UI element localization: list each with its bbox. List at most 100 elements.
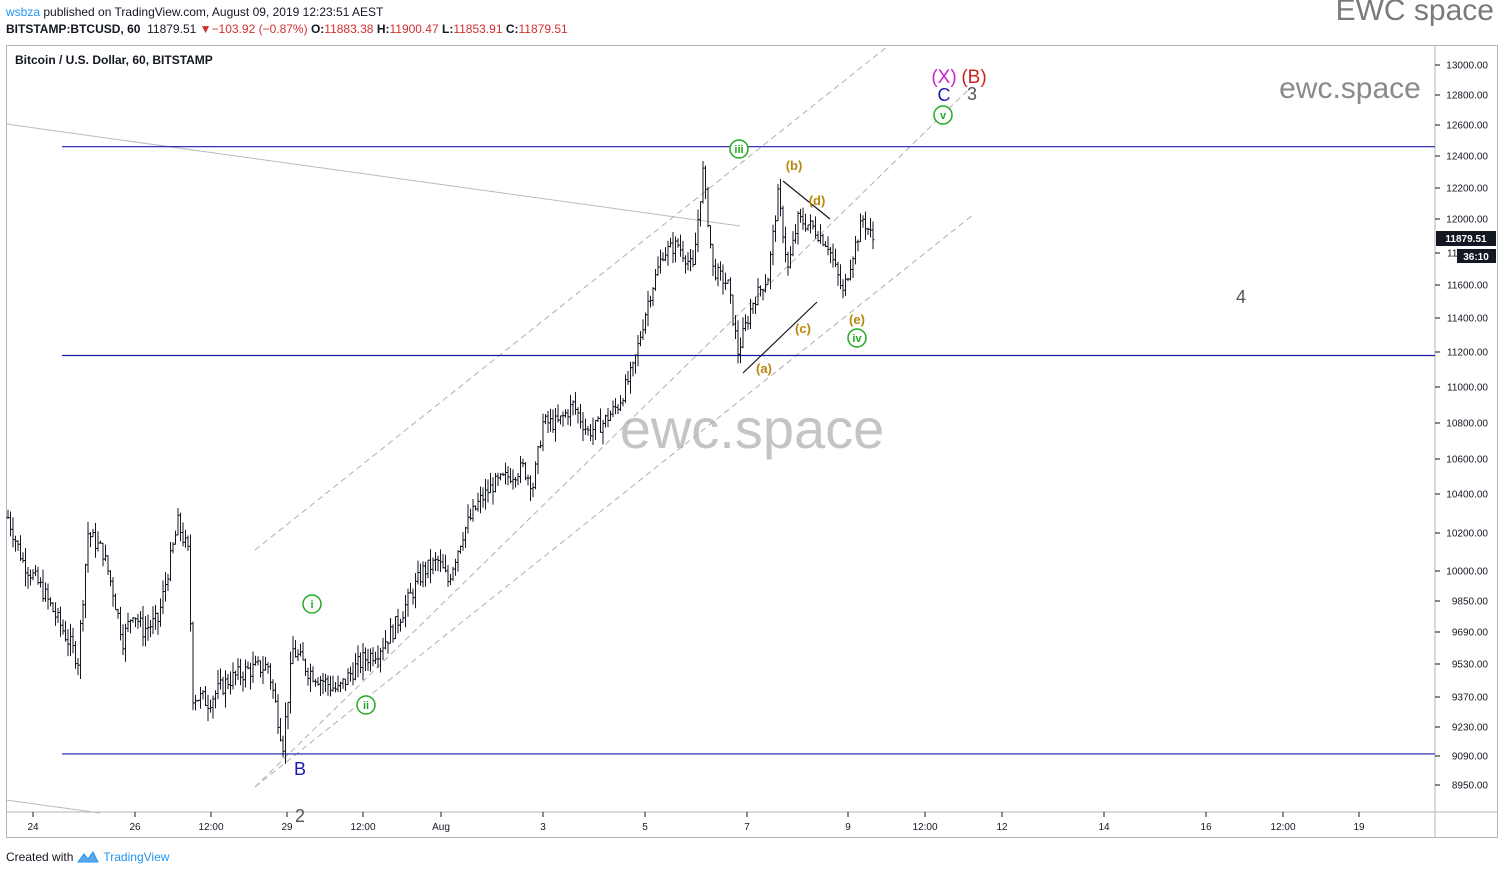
ohlc-bar — [671, 231, 675, 264]
ohlc-bar — [401, 611, 405, 623]
ohlc-bar — [289, 651, 292, 714]
ohlc-bar — [684, 255, 687, 274]
close-value: 11879.51 — [518, 22, 568, 36]
ohlc-bar — [486, 479, 490, 503]
ohlc-bar — [374, 651, 377, 665]
ohlc-bar — [756, 278, 760, 306]
ohlc-bar — [366, 648, 370, 671]
ohlc-bar — [506, 465, 510, 486]
publisher-link[interactable]: wsbza — [6, 5, 41, 19]
ohlc-bar — [139, 610, 142, 628]
ohlc-bar — [456, 550, 460, 572]
ohlc-bar — [111, 577, 115, 607]
high-label: H: — [376, 22, 390, 36]
ohlc-bar — [309, 663, 312, 693]
ohlc-bar — [354, 653, 357, 681]
price-tick-label: 12600.00 — [1446, 121, 1488, 132]
time-tick-label: 12:00 — [350, 822, 375, 833]
ohlc-bar — [554, 408, 557, 442]
ohlc-bar — [341, 678, 345, 689]
ohlc-bar — [484, 478, 487, 510]
ohlc-bar — [51, 601, 55, 613]
brand-title: EWC space — [1335, 0, 1494, 27]
ohlc-bar — [331, 675, 335, 692]
ohlc-bar — [784, 226, 787, 263]
footer: Created with TradingView — [6, 850, 169, 864]
ohlc-bar — [176, 508, 180, 536]
ohlc-bar — [544, 414, 547, 425]
price-tick-label: 9370.00 — [1452, 693, 1489, 704]
price-tick-label: 10200.00 — [1446, 529, 1488, 540]
ohlc-bar — [589, 423, 592, 441]
ohlc-bar — [736, 320, 740, 364]
ohlc-bar — [729, 277, 732, 304]
ohlc-bar — [561, 411, 565, 427]
ohlc-bar — [189, 534, 192, 632]
ohlc-bar — [584, 418, 587, 435]
svg-text:ii: ii — [363, 700, 369, 712]
ohlc-bar — [836, 261, 840, 286]
ohlc-bar — [64, 620, 67, 642]
ohlc-bar — [599, 408, 602, 433]
chart-title: Bitcoin / U.S. Dollar, 60, BITSTAMP — [15, 53, 213, 67]
ohlc-bar — [291, 635, 295, 665]
time-axis[interactable]: 24 26 12:00 29 12:00 Aug 3 5 7 9 12:00 12 14 16 12:00 1… — [27, 812, 1365, 833]
ohlc-bar — [774, 215, 777, 242]
ohlc-bar — [504, 462, 507, 485]
ohlc-bar — [769, 251, 772, 290]
ohlc-bar — [831, 243, 835, 268]
ohlc-bar — [149, 619, 152, 638]
ohlc-bar — [859, 213, 862, 243]
chart-frame — [6, 45, 1498, 838]
channel-upper — [254, 45, 889, 551]
ohlc-bar — [636, 334, 640, 367]
ohlc-bar — [436, 555, 440, 572]
ohlc-bar — [151, 606, 155, 635]
ohlc-bar — [279, 718, 282, 742]
time-tick-label: 7 — [744, 822, 750, 833]
price-tick-label: 9530.00 — [1452, 660, 1489, 671]
symbol-label: BITSTAMP:BTCUSD, 60 — [6, 22, 141, 36]
ohlc-bar — [244, 659, 247, 688]
ohlc-bar — [126, 612, 130, 632]
ohlc-bar — [434, 552, 437, 572]
ohlc-bar — [844, 273, 847, 297]
price-axis[interactable]: 13000.00 12800.00 12600.00 12400.00 12200.00… — [1435, 61, 1488, 792]
ohlc-bar — [569, 394, 572, 427]
ohlc-bar — [241, 671, 245, 692]
ohlc-bar — [419, 563, 422, 586]
ohlc-bar — [549, 408, 552, 432]
ohlc-bar — [94, 522, 97, 558]
ohlc-bar — [114, 593, 117, 611]
ohlc-bar — [429, 549, 432, 584]
ohlc-bar — [571, 400, 575, 416]
ohlc-bar — [826, 236, 830, 256]
ohlc-bar — [574, 391, 577, 415]
price-tick-label: 10000.00 — [1446, 567, 1488, 578]
ohlc-bar — [251, 651, 255, 683]
ohlc-bar — [271, 679, 275, 699]
ohlc-bar — [321, 672, 325, 695]
ohlc-bar — [739, 337, 742, 364]
ohlc-bar — [491, 477, 495, 505]
price-change: −103.92 (−0.87%) — [211, 22, 308, 36]
ohlc-bar — [516, 472, 520, 486]
ohlc-bar — [169, 541, 172, 582]
ohlc-bar — [276, 694, 280, 734]
wave-label: 4 — [1236, 287, 1246, 307]
ohlc-bar — [184, 529, 187, 548]
svg-text:iv: iv — [852, 333, 862, 345]
ohlc-bar — [24, 547, 27, 587]
ohlc-bar — [334, 682, 337, 693]
tradingview-link[interactable]: TradingView — [103, 850, 170, 864]
ohlc-bar — [869, 218, 872, 238]
tradingview-logo-icon — [77, 851, 100, 863]
wave-label-ii: ii — [356, 695, 376, 715]
ohlc-bar — [391, 624, 395, 643]
ohlc-bar — [104, 544, 107, 562]
ohlc-bar — [441, 554, 445, 569]
ohlc-bar — [159, 598, 162, 627]
ohlc-bar — [371, 647, 375, 667]
ohlc-bar — [231, 662, 235, 690]
